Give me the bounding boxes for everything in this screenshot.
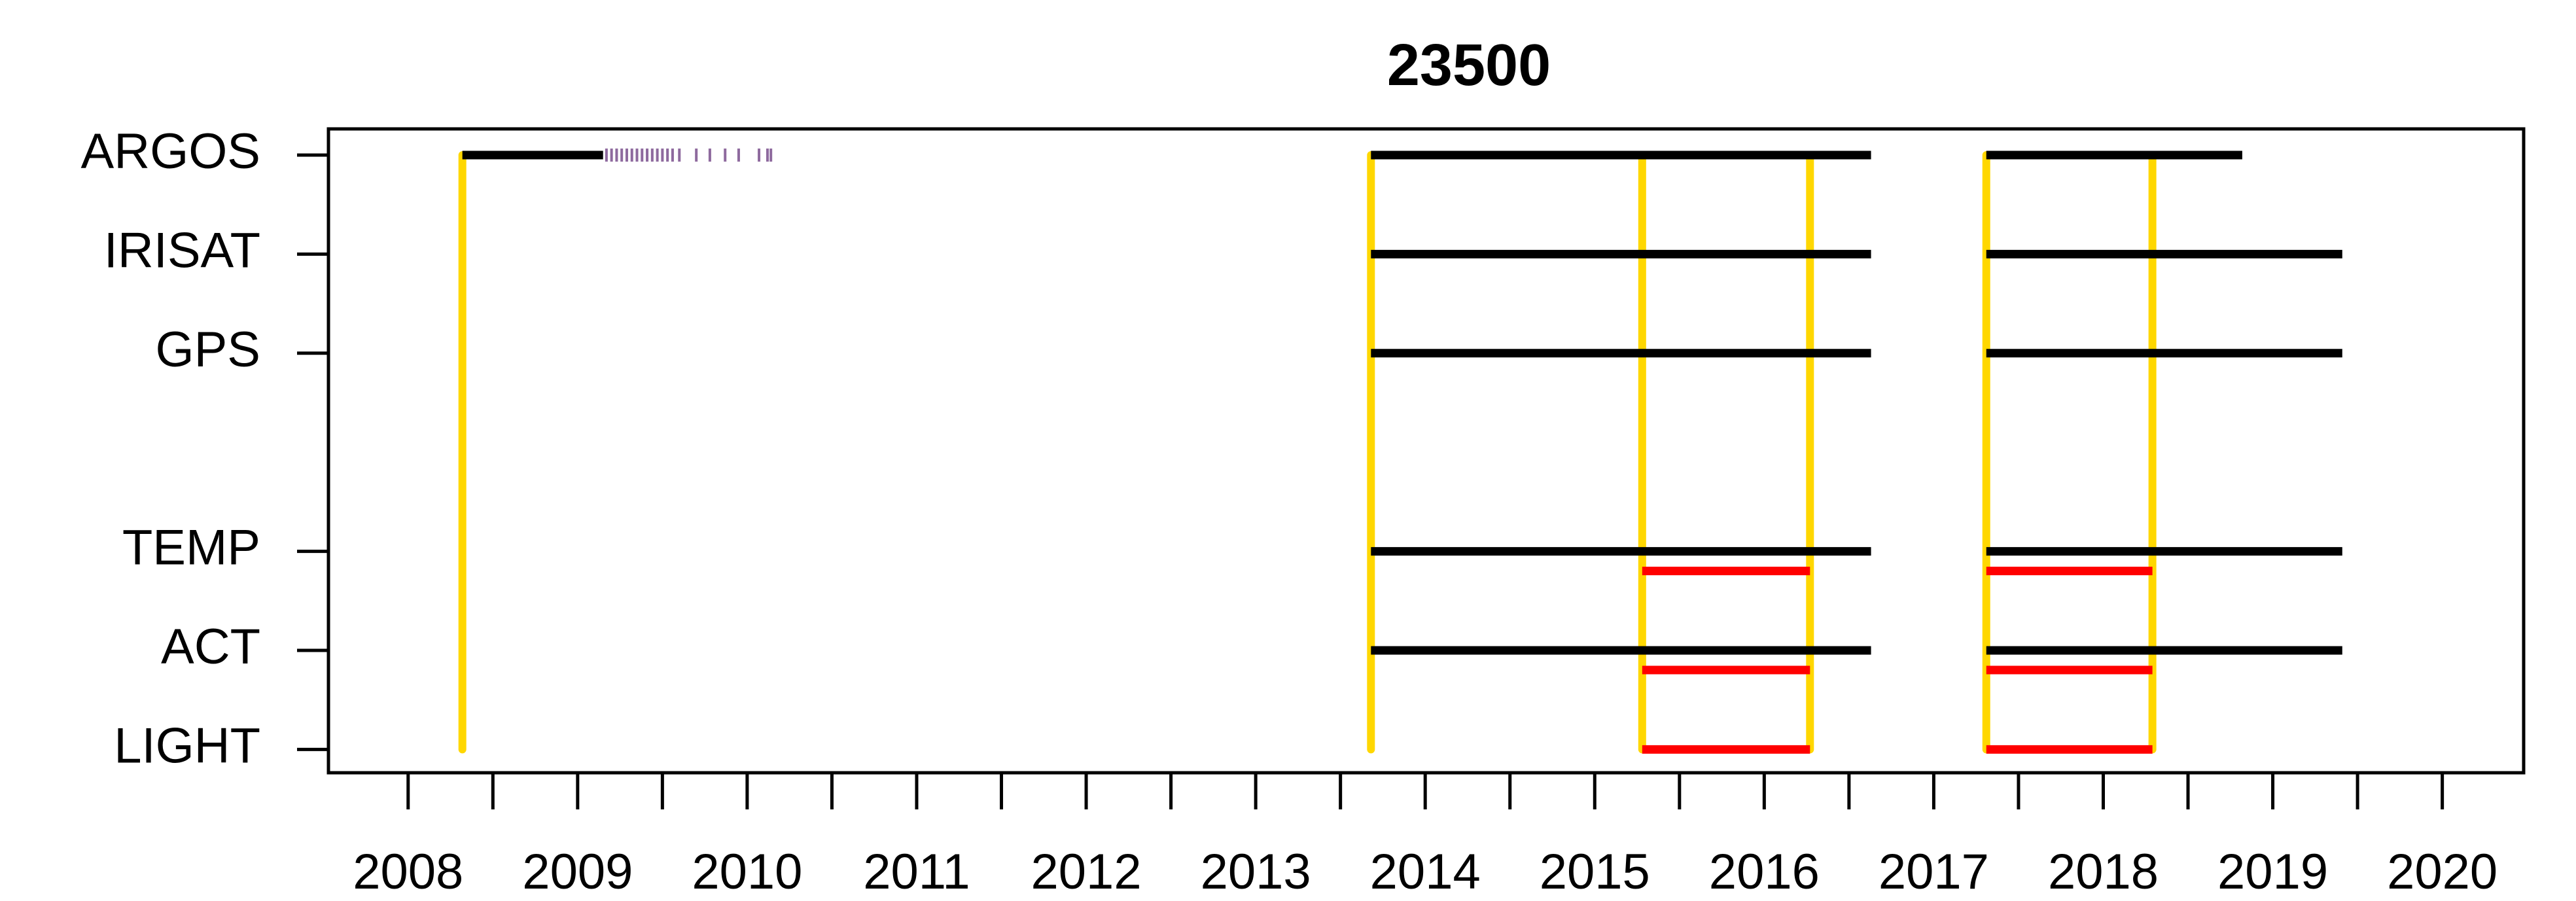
y-tick-label: LIGHT (114, 718, 260, 773)
x-tick-label: 2008 (353, 844, 463, 900)
x-tick-label: 2015 (1540, 844, 1650, 900)
y-tick-label: IRISAT (104, 222, 260, 278)
y-tick-label: TEMP (122, 520, 260, 576)
x-tick-label: 2011 (863, 844, 970, 900)
plot-frame (326, 127, 2526, 775)
x-tick-label: 2020 (2387, 844, 2497, 900)
x-tick-label: 2012 (1031, 844, 1142, 900)
y-tick-label: ACT (161, 619, 260, 675)
x-tick-label: 2017 (1879, 844, 1989, 900)
y-tick-label: GPS (156, 322, 261, 378)
y-tick-label: ARGOS (81, 124, 261, 179)
x-tick-label: 2009 (522, 844, 633, 900)
x-tick-label: 2013 (1201, 844, 1311, 900)
x-tick-label: 2016 (1709, 844, 1820, 900)
x-tick-label: 2014 (1370, 844, 1481, 900)
x-tick-label: 2019 (2217, 844, 2328, 900)
chart-title: 23500 (1387, 33, 1551, 98)
x-tick-label: 2018 (2048, 844, 2159, 900)
x-tick-label: 2010 (692, 844, 802, 900)
